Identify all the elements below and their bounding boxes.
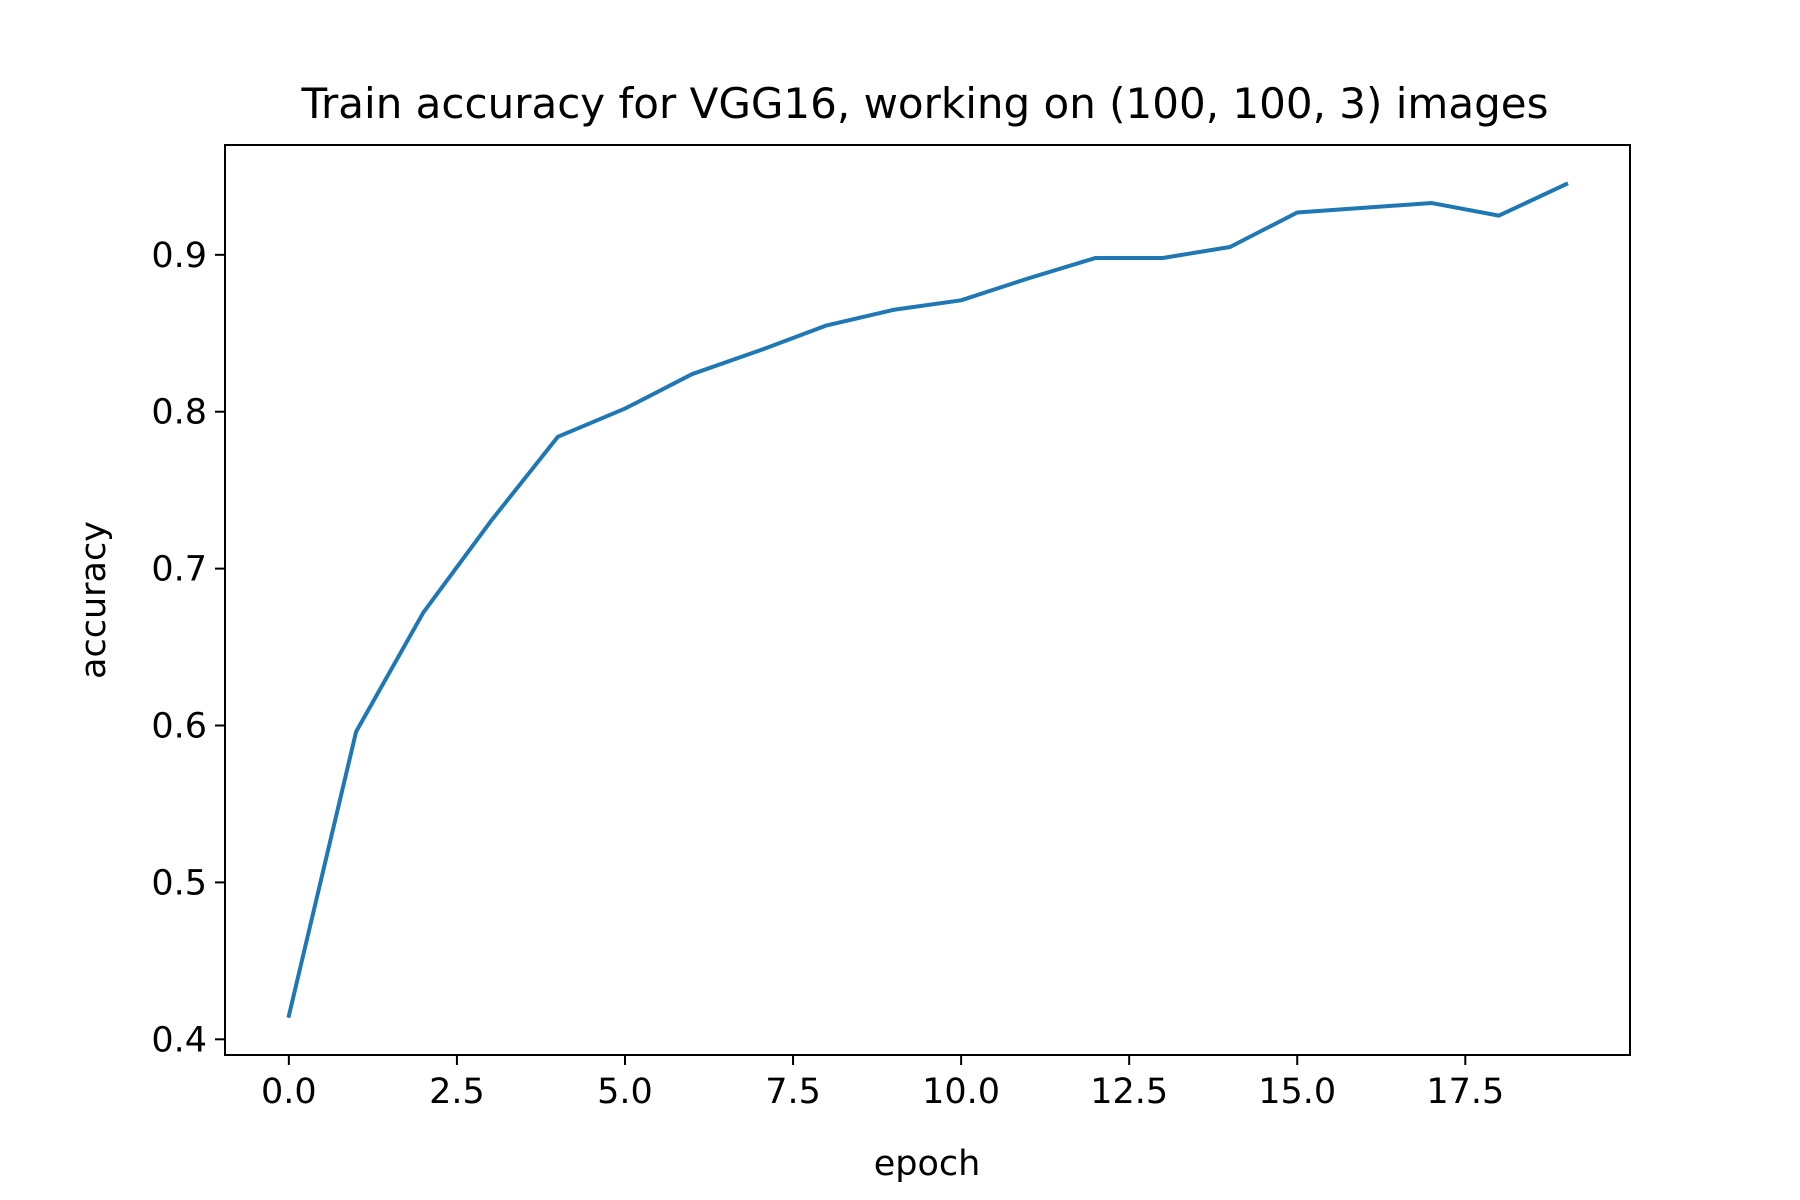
x-tick-label: 15.0 [1258, 1072, 1336, 1112]
y-tick-label: 0.4 [151, 1020, 207, 1060]
series-line-accuracy [286, 181, 1569, 1019]
y-axis: 0.4 0.5 0.6 0.7 0.8 0.9 [151, 236, 225, 1060]
x-tick-label: 17.5 [1426, 1072, 1504, 1112]
y-axis-label: accuracy [74, 521, 114, 679]
chart-title: Train accuracy for VGG16, working on (10… [301, 79, 1549, 128]
y-tick-label: 0.9 [151, 236, 207, 276]
y-tick-label: 0.8 [151, 393, 207, 433]
x-tick-label: 0.0 [261, 1072, 317, 1112]
y-tick-label: 0.6 [151, 707, 207, 747]
x-axis: 0.0 2.5 5.0 7.5 10.0 12.5 15.0 17.5 [261, 1055, 1504, 1112]
y-tick-label: 0.5 [151, 863, 207, 903]
x-tick-label: 7.5 [765, 1072, 821, 1112]
y-tick-label: 0.7 [151, 550, 207, 590]
x-tick-label: 5.0 [597, 1072, 653, 1112]
plot-area: 0.0 2.5 5.0 7.5 10.0 12.5 15.0 17.5 0.40.50.60.… [151, 144, 1631, 1112]
x-tick-label: 2.5 [429, 1072, 485, 1112]
x-tick-label: 10.0 [922, 1072, 1000, 1112]
x-tick-label: 12.5 [1090, 1072, 1168, 1112]
x-axis-label: epoch [874, 1144, 981, 1184]
plot-frame [224, 144, 1631, 1056]
